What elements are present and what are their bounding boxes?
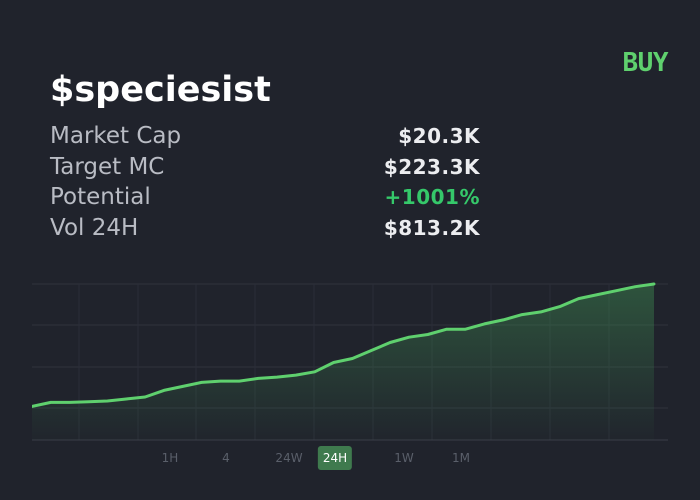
timeframe-1h[interactable]: 1H — [161, 451, 179, 465]
stat-label: Market Cap — [50, 123, 182, 149]
timeframe-1m[interactable]: 1M — [452, 451, 470, 465]
timeframe-24w[interactable]: 24W — [275, 451, 303, 465]
timeframe-24h[interactable]: 24H — [317, 446, 353, 470]
stat-value: $813.2K — [383, 215, 480, 240]
stat-row-vol-24h: Vol 24H $813.2K — [50, 213, 482, 244]
stat-row-potential: Potential +1001% — [50, 182, 482, 213]
stat-row-target-mc: Target MC $223.3K — [50, 152, 482, 183]
timeframe-4[interactable]: 4 — [222, 451, 230, 465]
stat-row-market-cap: Market Cap $20.3K — [50, 121, 482, 152]
stat-value: $223.3K — [383, 154, 480, 179]
timeframe-selector: 1H 4 24W 24H 1W 1M — [0, 446, 700, 472]
stat-label: Target MC — [50, 153, 165, 180]
stat-label: Potential — [50, 184, 151, 210]
token-name: $speciesist — [50, 70, 271, 110]
stat-value: +1001% — [384, 185, 480, 209]
timeframe-1w[interactable]: 1W — [394, 451, 414, 465]
stat-label: Vol 24H — [50, 214, 139, 241]
price-line — [32, 282, 656, 408]
buy-button[interactable]: BUY — [622, 48, 669, 78]
stat-value: $20.3K — [398, 124, 480, 148]
price-chart — [32, 282, 668, 441]
stats-list: Market Cap $20.3K Target MC $223.3K Pote… — [50, 121, 482, 243]
